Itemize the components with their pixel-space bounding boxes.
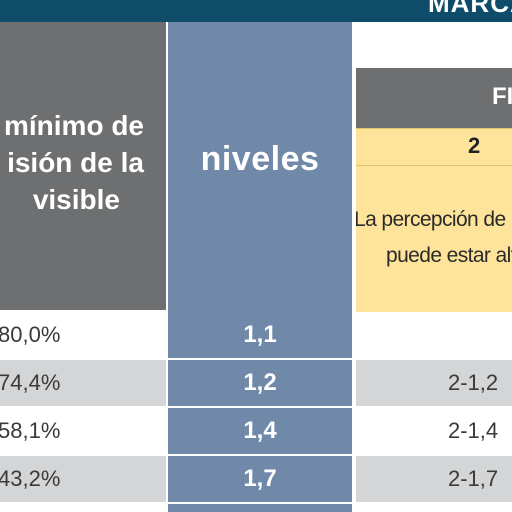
top-banner: MARCA	[0, 0, 512, 22]
percent-value: 80,0%	[0, 322, 61, 347]
percent-cell: 58,1%	[0, 408, 166, 454]
code-cell: 2-1,2	[356, 360, 512, 406]
right-description-cell: La percepción de lo puede estar alt	[356, 166, 512, 312]
row-divider	[0, 406, 512, 408]
level-cell: 1,1	[170, 312, 350, 358]
percent-value: 58,1%	[0, 418, 61, 443]
code-value: 2-1,2	[448, 370, 499, 395]
table-row: 74,4% 1,2 2-1,2	[0, 360, 512, 406]
code-cell: 2-1,7	[356, 456, 512, 502]
table-row: 80,0% 1,1	[0, 312, 512, 358]
left-header-line-1: mínimo de	[3, 110, 144, 141]
level-value: 1,2	[243, 369, 277, 396]
code-value: 2-1,7	[448, 466, 499, 491]
right-description-line-2: puede estar alt	[386, 244, 512, 267]
code-cell: 2-1,4	[356, 408, 512, 454]
banner-title: MARCA	[428, 0, 512, 18]
percent-cell: 74,4%	[0, 360, 166, 406]
table-row: 43,2% 1,7 2-1,7	[0, 456, 512, 502]
row-divider	[0, 358, 512, 360]
percent-value: 43,2%	[0, 466, 61, 491]
levels-column-header: niveles	[200, 140, 320, 178]
left-column-header: mínimo de isión de la visible	[0, 22, 166, 310]
right-subheader: 2	[356, 128, 512, 166]
left-header-line-2: isión de la	[7, 147, 144, 178]
code-value: 2-1,4	[448, 418, 499, 443]
right-group-header: FI	[356, 68, 512, 128]
right-group-label: FI	[492, 83, 512, 110]
left-header-line-3: visible	[32, 184, 120, 215]
row-divider	[0, 454, 512, 456]
row-divider	[0, 502, 512, 504]
percent-value: 74,4%	[0, 370, 61, 395]
level-cell: 1,7	[170, 456, 350, 502]
level-value: 1,7	[243, 465, 277, 492]
level-cell: 1,4	[170, 408, 350, 454]
code-cell	[356, 312, 512, 358]
percent-cell: 43,2%	[0, 456, 166, 502]
right-sub-number: 2	[468, 133, 481, 158]
percent-cell: 80,0%	[0, 312, 166, 358]
right-description-line-1: La percepción de lo	[356, 208, 512, 231]
right-top-blank	[354, 22, 512, 68]
level-cell: 1,2	[170, 360, 350, 406]
levels-column	[166, 22, 354, 512]
level-value: 1,1	[243, 321, 277, 348]
table-row: 58,1% 1,4 2-1,4	[0, 408, 512, 454]
level-value: 1,4	[243, 417, 277, 444]
